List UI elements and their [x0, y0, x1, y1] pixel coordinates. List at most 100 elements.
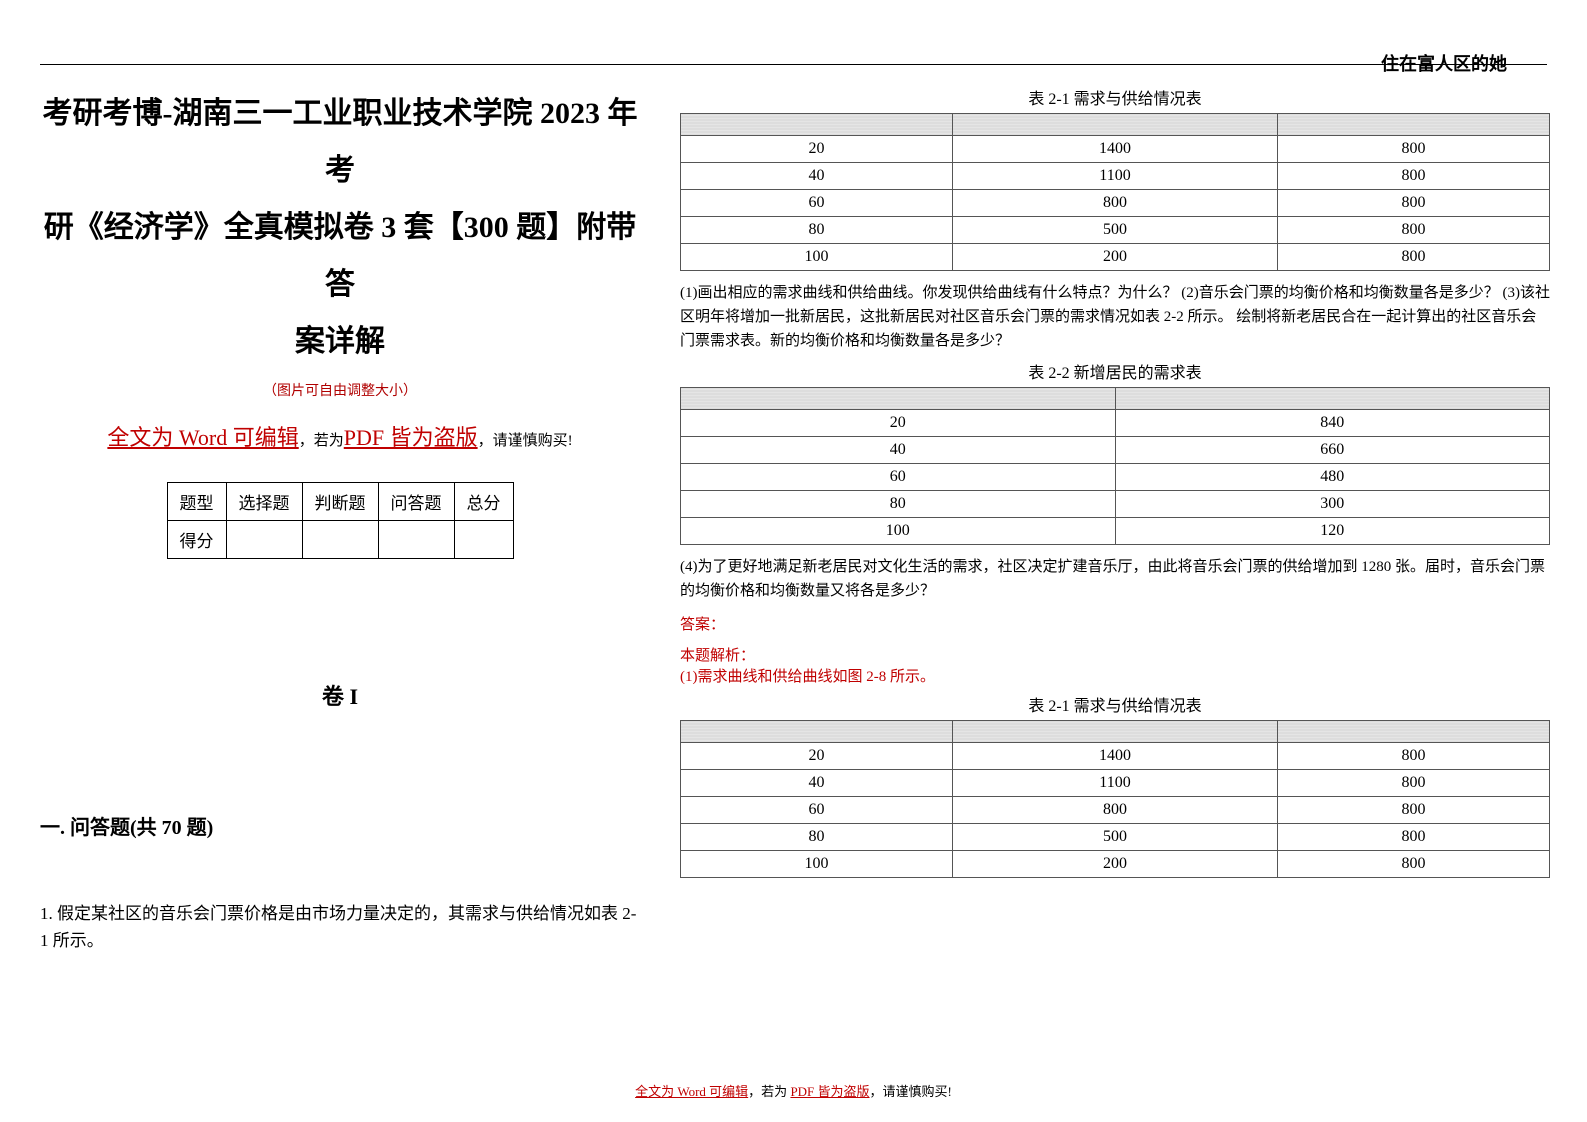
table-row: 60800800	[681, 797, 1550, 824]
score-table: 题型 选择题 判断题 问答题 总分 得分	[167, 482, 514, 559]
footer-note: 全文为 Word 可编辑，若为 PDF 皆为盗版，请谨慎购买!	[0, 1081, 1587, 1100]
footer-suffix: ，请谨慎购买!	[870, 1084, 952, 1099]
score-col-judge: 判断题	[302, 483, 378, 521]
score-col-qa: 问答题	[378, 483, 454, 521]
table-cell: 300	[1115, 491, 1550, 518]
table-cell: 60	[681, 464, 1116, 491]
table-header-row	[681, 721, 1550, 743]
table-cell: 200	[952, 851, 1277, 878]
score-row-label: 得分	[167, 521, 226, 559]
left-column: 考研考博-湖南三一工业职业技术学院 2023 年考 研《经济学》全真模拟卷 3 …	[40, 85, 640, 954]
notice-pdf-pirate: PDF 皆为盗版	[344, 425, 478, 450]
table-cell: 100	[681, 518, 1116, 545]
table-cell: 1400	[952, 136, 1277, 163]
table-cell: 80	[681, 217, 953, 244]
table-row: 20840	[681, 410, 1550, 437]
title-line-2: 研《经济学》全真模拟卷 3 套【300 题】附带答	[44, 211, 637, 301]
notice-suffix: ，请谨慎购买!	[478, 433, 573, 449]
table-cell: 800	[1278, 244, 1550, 271]
score-col-choice: 选择题	[226, 483, 302, 521]
table-cell: 40	[681, 437, 1116, 464]
table-cell: 480	[1115, 464, 1550, 491]
table-cell: 660	[1115, 437, 1550, 464]
table-cell: 800	[1278, 136, 1550, 163]
table-cell: 100	[681, 244, 953, 271]
volume-heading: 卷 I	[40, 679, 640, 711]
table-2-2-caption: 表 2-2 新增居民的需求表	[680, 359, 1550, 383]
subtitle-red: （图片可自由调整大小）	[40, 380, 640, 400]
table-cell: 80	[681, 824, 953, 851]
question-1: 1. 假定某社区的音乐会门票价格是由市场力量决定的，其需求与供给情况如表 2-1…	[40, 900, 640, 954]
table-cell: 200	[952, 244, 1277, 271]
score-cell-empty	[302, 521, 378, 559]
section-heading: 一. 问答题(共 70 题)	[40, 811, 640, 840]
table-cell: 40	[681, 770, 953, 797]
table-row: 100200800	[681, 244, 1550, 271]
table-cell: 840	[1115, 410, 1550, 437]
table-row: 401100800	[681, 163, 1550, 190]
notice-word-editable: 全文为 Word 可编辑	[107, 425, 298, 450]
table-row: 40660	[681, 437, 1550, 464]
table-cell: 20	[681, 743, 953, 770]
table-cell: 800	[1278, 797, 1550, 824]
table-cell: 1100	[952, 163, 1277, 190]
table-2-1: 201400800 401100800 60800800 80500800 10…	[680, 113, 1550, 271]
table-2-1b: 201400800 401100800 60800800 80500800 10…	[680, 720, 1550, 878]
footer-word-editable: 全文为 Word 可编辑	[635, 1084, 748, 1099]
table-cell: 80	[681, 491, 1116, 518]
table-cell: 800	[1278, 851, 1550, 878]
title-line-1: 考研考博-湖南三一工业职业技术学院 2023 年考	[43, 97, 638, 187]
analysis-text: (1)需求曲线和供给曲线如图 2-8 所示。	[680, 665, 1550, 686]
table-row: 201400800	[681, 136, 1550, 163]
score-col-type: 题型	[167, 483, 226, 521]
score-cell-empty	[378, 521, 454, 559]
question-parts-1-3: (1)画出相应的需求曲线和供给曲线。你发现供给曲线有什么特点？为什么？ (2)音…	[680, 281, 1550, 353]
table-cell: 800	[1278, 190, 1550, 217]
notice-mid: ，若为	[299, 433, 344, 449]
score-table-score-row: 得分	[167, 521, 513, 559]
table-cell: 1400	[952, 743, 1277, 770]
table-cell: 500	[952, 217, 1277, 244]
table-cell: 800	[1278, 743, 1550, 770]
footer-pdf-pirate: PDF 皆为盗版	[790, 1084, 869, 1099]
document-title: 考研考博-湖南三一工业职业技术学院 2023 年考 研《经济学》全真模拟卷 3 …	[40, 85, 640, 370]
horizontal-rule	[40, 64, 1547, 65]
score-cell-empty	[226, 521, 302, 559]
table-cell: 800	[1278, 770, 1550, 797]
score-col-total: 总分	[454, 483, 513, 521]
answer-label: 答案：	[680, 613, 1550, 634]
table-2-2: 20840 40660 60480 80300 100120	[680, 387, 1550, 545]
title-line-3: 案详解	[295, 325, 385, 358]
table-cell: 40	[681, 163, 953, 190]
table-row: 100120	[681, 518, 1550, 545]
score-table-header-row: 题型 选择题 判断题 问答题 总分	[167, 483, 513, 521]
footer-mid: ，若为	[748, 1084, 790, 1099]
table-row: 80500800	[681, 217, 1550, 244]
table-row: 100200800	[681, 851, 1550, 878]
table-row: 201400800	[681, 743, 1550, 770]
table-row: 80300	[681, 491, 1550, 518]
table-cell: 800	[952, 190, 1277, 217]
table-cell: 800	[952, 797, 1277, 824]
table-cell: 800	[1278, 163, 1550, 190]
question-part-4: (4)为了更好地满足新老居民对文化生活的需求，社区决定扩建音乐厅，由此将音乐会门…	[680, 555, 1550, 603]
table-2-1-caption: 表 2-1 需求与供给情况表	[680, 85, 1550, 109]
table-cell: 1100	[952, 770, 1277, 797]
table-2-1b-caption: 表 2-1 需求与供给情况表	[680, 692, 1550, 716]
table-cell: 800	[1278, 217, 1550, 244]
table-cell: 60	[681, 190, 953, 217]
editable-notice: 全文为 Word 可编辑，若为PDF 皆为盗版，请谨慎购买!	[40, 420, 640, 452]
table-cell: 100	[681, 851, 953, 878]
table-cell: 20	[681, 410, 1116, 437]
table-row: 60800800	[681, 190, 1550, 217]
table-row: 60480	[681, 464, 1550, 491]
table-cell: 20	[681, 136, 953, 163]
table-header-row	[681, 388, 1550, 410]
right-column: 表 2-1 需求与供给情况表 201400800 401100800 60800…	[680, 85, 1550, 888]
table-cell: 60	[681, 797, 953, 824]
table-cell: 120	[1115, 518, 1550, 545]
analysis-label: 本题解析：	[680, 644, 1550, 665]
table-row: 401100800	[681, 770, 1550, 797]
table-header-row	[681, 114, 1550, 136]
header-note: 住在富人区的她	[1381, 50, 1507, 76]
